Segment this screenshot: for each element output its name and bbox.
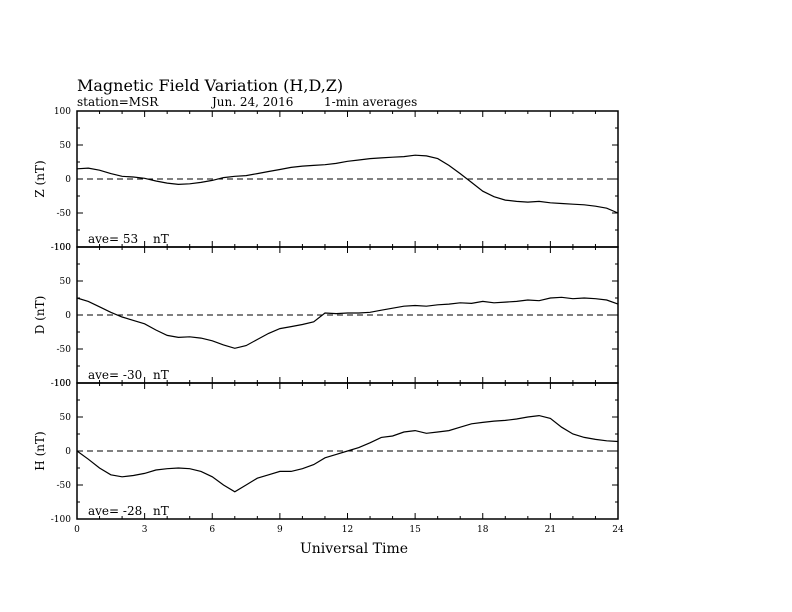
h-y-tick-label: -100 — [51, 515, 71, 525]
h-y-axis-label: H (nT) — [33, 431, 47, 470]
x-tick-label: 0 — [74, 525, 80, 535]
d-y-tick-label: -50 — [57, 345, 72, 355]
h-y-tick-label: -50 — [57, 481, 72, 491]
h-ave-label: ave= -28 — [88, 504, 142, 518]
z-y-axis-label: Z (nT) — [33, 160, 47, 197]
z-y-tick-label: -50 — [57, 209, 72, 219]
z-series-line — [76, 154, 619, 214]
z-y-tick-label: 100 — [54, 107, 71, 117]
z-y-tick-label: 0 — [65, 175, 71, 185]
d-ave-unit: nT — [153, 368, 169, 382]
x-tick-label: 15 — [409, 525, 421, 535]
h-y-tick-label: 100 — [54, 379, 71, 389]
z-y-tick-label: -100 — [51, 243, 71, 253]
z-y-tick-label: 50 — [60, 141, 72, 151]
d-ave-label: ave= -30 — [88, 368, 142, 382]
d-y-tick-label: 50 — [60, 277, 72, 287]
h-y-tick-label: 0 — [65, 447, 71, 457]
averaging-label: 1-min averages — [324, 95, 417, 109]
station-label: station=MSR — [77, 95, 159, 109]
panels-group: 100 50 0 -50 -100 Z (nT) ave= 53 nT 100 50 0 -50 -10… — [33, 107, 624, 535]
d-y-tick-label: -100 — [51, 379, 71, 389]
d-y-tick-label: 100 — [54, 243, 71, 253]
h-series-line — [76, 414, 619, 493]
x-tick-label: 24 — [612, 525, 624, 535]
x-tick-label: 12 — [342, 525, 353, 535]
d-y-axis-label: D (nT) — [33, 296, 47, 335]
x-tick-label: 3 — [142, 525, 148, 535]
h-y-tick-label: 50 — [60, 413, 72, 423]
x-tick-label: 9 — [277, 525, 283, 535]
z-ave-label: ave= 53 — [88, 232, 138, 246]
z-ave-unit: nT — [153, 232, 169, 246]
date-label: Jun. 24, 2016 — [210, 95, 293, 109]
x-axis-label: Universal Time — [300, 541, 408, 557]
d-y-tick-label: 0 — [65, 311, 71, 321]
x-tick-label: 18 — [477, 525, 489, 535]
x-tick-label: 6 — [209, 525, 215, 535]
chart-title: Magnetic Field Variation (H,D,Z) — [77, 76, 343, 95]
x-tick-label: 21 — [545, 525, 556, 535]
d-series-line — [76, 296, 619, 349]
h-ave-unit: nT — [153, 504, 169, 518]
